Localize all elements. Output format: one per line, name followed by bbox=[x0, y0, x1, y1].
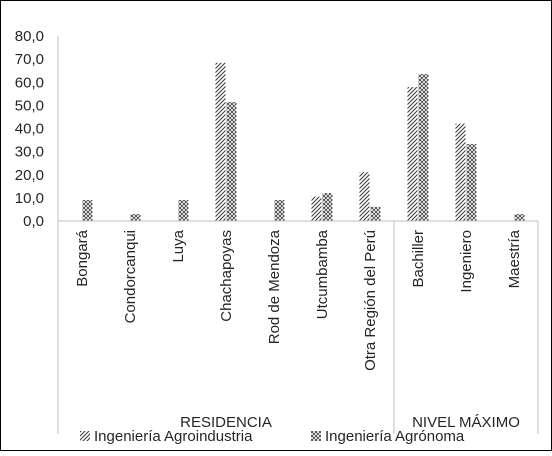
y-tick-label: 0,0 bbox=[23, 213, 44, 230]
legend: Ingeniería Agroindustria Ingeniería Agrón… bbox=[80, 428, 465, 445]
bar bbox=[215, 62, 226, 222]
y-axis: 0,0 10,0 20,0 30,0 40,0 50,0 60,0 70,0 80,0 bbox=[15, 28, 59, 230]
bar bbox=[322, 193, 333, 221]
y-tick-label: 10,0 bbox=[15, 190, 44, 207]
legend-swatch bbox=[80, 431, 90, 441]
y-tick-label: 30,0 bbox=[15, 144, 44, 161]
x-tick-label: Ingeniero bbox=[458, 230, 475, 293]
bar bbox=[418, 73, 429, 221]
y-tick-label: 60,0 bbox=[15, 74, 44, 91]
group-label: RESIDENCIA bbox=[180, 414, 272, 431]
x-tick-label: Maestría bbox=[506, 229, 523, 288]
bar bbox=[514, 214, 525, 221]
bar bbox=[274, 199, 285, 221]
y-tick-label: 70,0 bbox=[15, 51, 44, 68]
y-tick-label: 80,0 bbox=[15, 28, 44, 45]
y-tick-label: 20,0 bbox=[15, 167, 44, 184]
x-tick-label: Utcumbamba bbox=[314, 229, 331, 319]
legend-label: Ingeniería Agrónoma bbox=[325, 428, 465, 445]
x-tick-label: Otra Región del Perú bbox=[362, 230, 379, 371]
bar bbox=[407, 87, 418, 221]
legend-swatch bbox=[311, 431, 321, 441]
x-tick-label: Bongará bbox=[74, 229, 91, 286]
bar bbox=[82, 199, 93, 221]
y-tick-label: 50,0 bbox=[15, 97, 44, 114]
group-label: NIVEL MÁXIMO bbox=[412, 414, 520, 431]
x-tick-label: Luya bbox=[170, 229, 187, 262]
bar bbox=[130, 214, 141, 221]
bar bbox=[178, 199, 189, 221]
x-tick-label: Bachiller bbox=[410, 230, 427, 288]
legend-label: Ingeniería Agroindustria bbox=[94, 428, 253, 445]
y-tick-label: 40,0 bbox=[15, 121, 44, 138]
bar bbox=[226, 101, 237, 221]
plot-area bbox=[82, 62, 525, 222]
bar bbox=[359, 172, 370, 221]
bar bbox=[370, 206, 381, 221]
x-tick-label: Rod de Mendoza bbox=[266, 229, 283, 344]
bar bbox=[311, 196, 322, 221]
x-tick-label: Condorcanqui bbox=[122, 230, 139, 323]
bar bbox=[455, 123, 466, 221]
bar bbox=[466, 143, 477, 221]
x-tick-label: Chachapoyas bbox=[218, 230, 235, 322]
x-axis: Bongará Condorcanqui Luya Chachapoyas Rod de… bbox=[57, 220, 539, 434]
